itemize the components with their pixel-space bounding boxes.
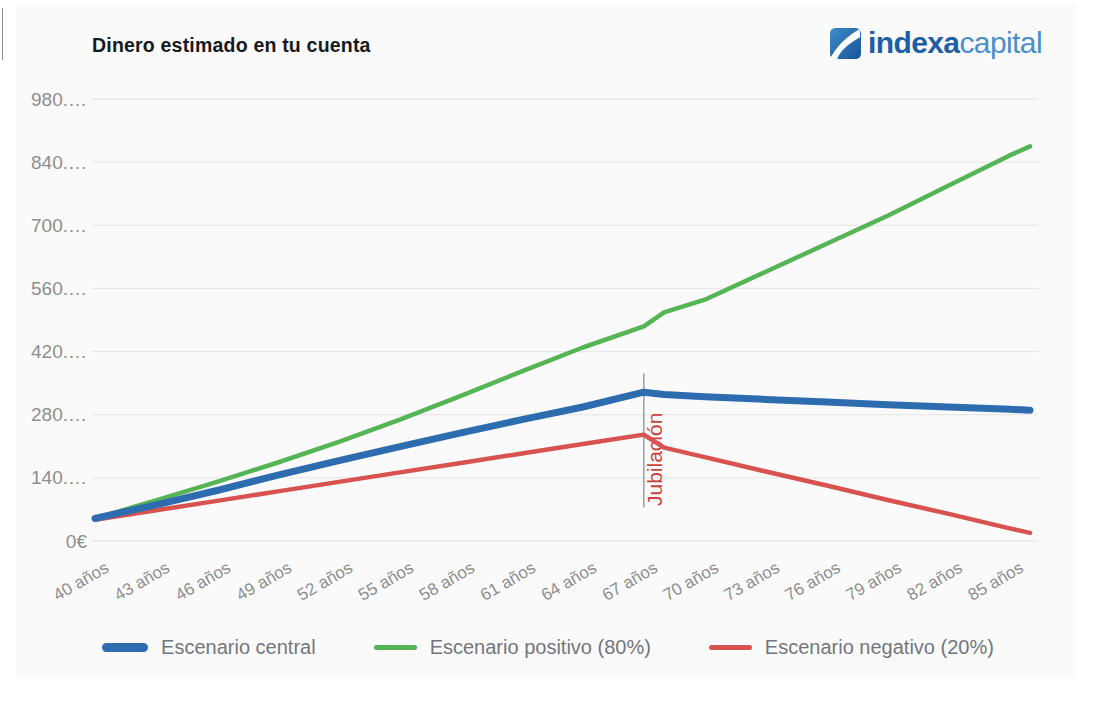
- x-tick-label: 82 años: [904, 558, 966, 605]
- x-tick-label: 40 años: [50, 558, 112, 605]
- legend-swatch: [374, 645, 417, 650]
- brand-logo: indexacapital: [830, 27, 1042, 59]
- x-tick-label: 58 años: [416, 558, 478, 605]
- y-tick-label: 980.…: [31, 89, 87, 110]
- x-tick-label: 49 años: [233, 558, 295, 605]
- x-tick-label: 73 años: [721, 558, 783, 605]
- x-tick-label: 79 años: [843, 558, 905, 605]
- indexa-capital-logo-icon: [830, 28, 861, 59]
- x-tick-label: 76 años: [782, 558, 844, 605]
- x-tick-label: 55 años: [355, 558, 417, 605]
- x-tick-label: 64 años: [538, 558, 600, 605]
- brand-text-capital: capital: [959, 26, 1042, 59]
- chart-legend: Escenario central Escenario positivo (80…: [0, 636, 1096, 659]
- y-tick-label: 700.…: [31, 215, 87, 236]
- y-tick-label: 420.…: [31, 341, 87, 362]
- legend-label-central: Escenario central: [161, 636, 316, 659]
- x-tick-label: 85 años: [965, 558, 1027, 605]
- chart-title: Dinero estimado en tu cuenta: [92, 34, 371, 57]
- y-tick-label: 560.…: [31, 278, 87, 299]
- legend-label-negativo: Escenario negativo (20%): [765, 636, 994, 659]
- x-tick-label: 52 años: [294, 558, 356, 605]
- chart-page: 0€ 140.… 280.… 420.… 560.… 700.… 840.… 980.… 40 …: [0, 0, 1096, 705]
- legend-item-negativo[interactable]: Escenario negativo (20%): [709, 636, 994, 659]
- retirement-label: Jubilación: [643, 413, 666, 506]
- x-tick-label: 67 años: [599, 558, 661, 605]
- legend-item-positivo[interactable]: Escenario positivo (80%): [374, 636, 651, 659]
- x-tick-label: 70 años: [660, 558, 722, 605]
- brand-text-indexa: indexa: [868, 26, 959, 59]
- y-tick-label: 0€: [66, 531, 88, 552]
- legend-swatch: [102, 643, 148, 652]
- brand-text: indexacapital: [868, 27, 1042, 59]
- chart-svg: 0€ 140.… 280.… 420.… 560.… 700.… 840.… 980.… 40 …: [0, 0, 1096, 705]
- legend-swatch: [709, 645, 752, 650]
- legend-label-positivo: Escenario positivo (80%): [430, 636, 651, 659]
- y-tick-label: 140.…: [31, 467, 87, 488]
- x-tick-label: 61 años: [477, 558, 539, 605]
- series-line-1: [95, 146, 1030, 518]
- y-tick-label: 280.…: [31, 404, 87, 425]
- y-tick-label: 840.…: [31, 152, 87, 173]
- x-tick-label: 43 años: [111, 558, 173, 605]
- legend-item-central[interactable]: Escenario central: [102, 636, 316, 659]
- x-tick-label: 46 años: [172, 558, 234, 605]
